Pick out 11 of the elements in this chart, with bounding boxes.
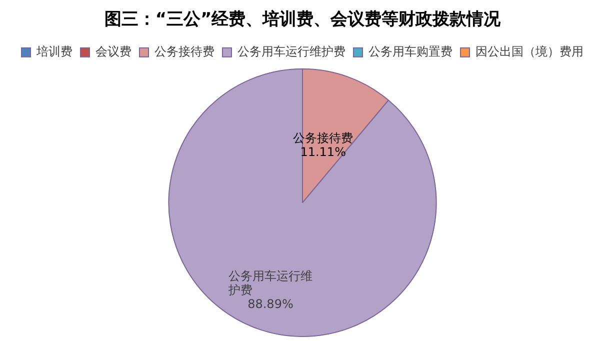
legend-label: 公务接待费: [154, 44, 214, 59]
legend-label: 公务用车运行维护费: [238, 44, 346, 59]
slice-label: 公务用车运行维护费: [227, 268, 312, 297]
chart-title: 图三：“三公”经费、培训费、会议费等财政拨款情况: [104, 10, 502, 30]
data-label: 88.89%: [248, 296, 294, 311]
legend-label: 培训费: [36, 44, 72, 59]
legend-label: 会议费: [96, 44, 132, 59]
legend-label: 公务用车购置费: [368, 44, 452, 59]
legend-label: 因公出国（境）费用: [476, 44, 584, 59]
data-label: 11.11%: [300, 145, 346, 160]
slice-label: 公务接待费: [293, 131, 354, 146]
